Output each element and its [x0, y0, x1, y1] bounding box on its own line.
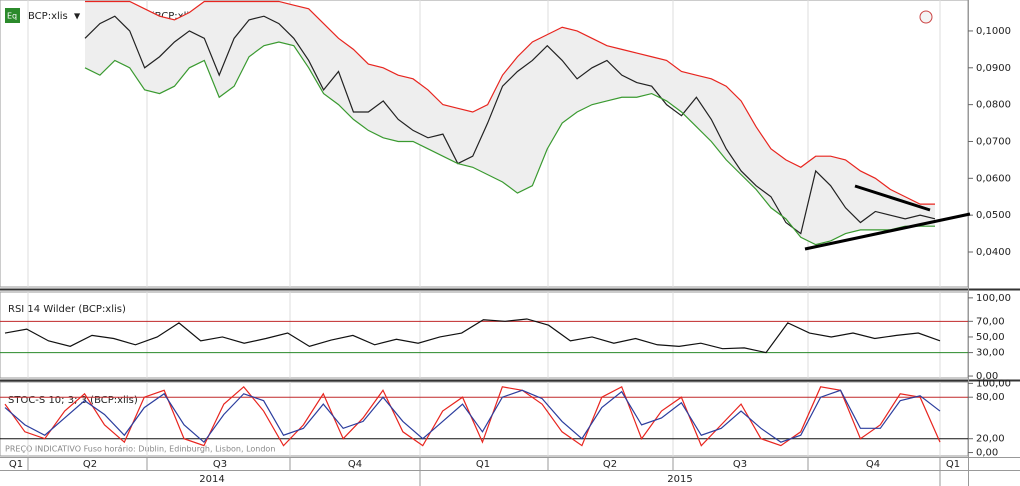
quarter-label: Q2 [603, 459, 617, 470]
series-line [4, 385, 941, 447]
y-tick-label: 0,0500 [976, 210, 1011, 221]
series-line [4, 389, 941, 444]
y-tick-label: 70,00 [976, 316, 1005, 327]
clock-icon[interactable] [919, 10, 933, 24]
quarter-label: Q3 [733, 459, 747, 470]
y-tick-label: 0,0700 [976, 136, 1011, 147]
footer: PREÇO INDICATIVO Fuso horário: Dublin, E… [5, 445, 275, 454]
y-tick-label: 80,00 [976, 392, 1005, 403]
quarter-label: Q1 [946, 459, 960, 470]
y-tick-label: 0,00 [976, 371, 998, 382]
y-tick-label: 100,00 [976, 378, 1011, 389]
quarter-label: Q1 [476, 459, 490, 470]
y-tick-label: 100,00 [976, 293, 1011, 304]
rsi-title[interactable]: RSI 14 Wilder (BCP:xlis) [8, 304, 126, 315]
eq-icon-label: Eq [7, 12, 17, 21]
y-tick-label: 20,00 [976, 434, 1005, 445]
y-tick-label: 0,0800 [976, 100, 1011, 111]
trendline [804, 212, 971, 251]
quarter-label: Q3 [213, 459, 227, 470]
eq-icon[interactable] [5, 8, 20, 23]
y-tick-label: 0,00 [976, 448, 998, 459]
y-tick-label: 0,0400 [976, 247, 1011, 258]
y-tick-label: 30,00 [976, 348, 1005, 359]
year-label: 2014 [199, 474, 224, 485]
y-tick-label: 0,1000 [976, 26, 1011, 37]
stoch-title[interactable]: STOC-S 10; 3; 3 (BCP:xlis) [8, 395, 138, 406]
dropdown[interactable]: ▼ [74, 12, 81, 21]
band-fill [85, 1, 935, 245]
series-line [4, 318, 941, 354]
quarter-label: Q2 [83, 459, 97, 470]
year-label: 2015 [667, 474, 692, 485]
y-tick-label: 0,0900 [976, 63, 1011, 74]
quarter-label: Q4 [866, 459, 880, 470]
series-line [84, 41, 935, 246]
series-line [85, 0, 935, 205]
quarter-label: Q4 [348, 459, 362, 470]
trendline [854, 184, 931, 212]
quarter-label: Q1 [9, 459, 23, 470]
symbol[interactable]: BCP:xlis [28, 11, 68, 22]
y-tick-label: 0,0600 [976, 173, 1011, 184]
y-tick-label: 50,00 [976, 332, 1005, 343]
